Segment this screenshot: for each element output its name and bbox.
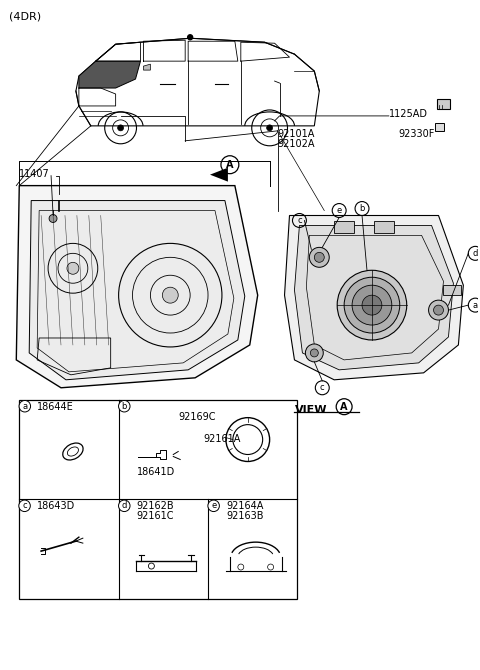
Text: 92169C: 92169C bbox=[178, 411, 216, 421]
Text: a: a bbox=[22, 402, 27, 411]
Text: 18643D: 18643D bbox=[37, 501, 75, 511]
Circle shape bbox=[311, 349, 318, 357]
Text: b: b bbox=[121, 402, 127, 411]
Text: 92164A: 92164A bbox=[226, 501, 264, 511]
Circle shape bbox=[67, 262, 79, 274]
Circle shape bbox=[49, 214, 57, 222]
Text: c: c bbox=[22, 501, 27, 511]
Text: d: d bbox=[121, 501, 127, 511]
Circle shape bbox=[352, 285, 392, 325]
Text: 18644E: 18644E bbox=[37, 402, 74, 412]
Bar bbox=[444, 285, 461, 295]
Text: c: c bbox=[297, 216, 302, 225]
Circle shape bbox=[305, 344, 323, 362]
Text: 92161A: 92161A bbox=[203, 433, 240, 444]
Polygon shape bbox=[16, 186, 258, 388]
Text: d: d bbox=[473, 249, 478, 258]
Circle shape bbox=[433, 305, 444, 315]
Polygon shape bbox=[144, 64, 150, 70]
Text: 92162B: 92162B bbox=[136, 501, 174, 511]
Circle shape bbox=[162, 287, 178, 303]
Text: b: b bbox=[360, 204, 365, 213]
Text: A: A bbox=[226, 159, 234, 170]
Circle shape bbox=[188, 35, 192, 40]
Text: VIEW: VIEW bbox=[294, 405, 327, 415]
Text: 92101A: 92101A bbox=[277, 129, 315, 139]
Circle shape bbox=[429, 300, 448, 320]
Text: e: e bbox=[336, 206, 342, 215]
Polygon shape bbox=[285, 216, 463, 380]
Bar bbox=[434, 123, 444, 131]
Polygon shape bbox=[79, 61, 141, 88]
Circle shape bbox=[56, 193, 62, 200]
Text: 92102A: 92102A bbox=[277, 139, 315, 149]
Circle shape bbox=[118, 125, 123, 131]
Text: 1125AD: 1125AD bbox=[389, 109, 428, 119]
Circle shape bbox=[362, 295, 382, 315]
Polygon shape bbox=[294, 226, 454, 370]
Text: 18641D: 18641D bbox=[136, 468, 175, 478]
Bar bbox=[436, 99, 450, 109]
Text: c: c bbox=[320, 383, 324, 392]
Circle shape bbox=[310, 247, 329, 267]
Text: 11407: 11407 bbox=[19, 169, 50, 179]
Bar bbox=[19, 400, 298, 599]
Polygon shape bbox=[210, 168, 228, 182]
Circle shape bbox=[314, 253, 324, 262]
Text: (4DR): (4DR) bbox=[9, 11, 41, 21]
Text: 92161C: 92161C bbox=[136, 511, 174, 521]
Text: A: A bbox=[340, 402, 348, 411]
Polygon shape bbox=[29, 200, 245, 380]
Circle shape bbox=[267, 125, 273, 131]
Bar bbox=[374, 222, 394, 233]
Text: 92163B: 92163B bbox=[226, 511, 264, 521]
Circle shape bbox=[337, 270, 407, 340]
Circle shape bbox=[344, 277, 400, 333]
Text: a: a bbox=[473, 301, 478, 310]
Bar bbox=[334, 222, 354, 233]
Text: 92330F: 92330F bbox=[399, 129, 435, 139]
Text: e: e bbox=[211, 501, 216, 511]
